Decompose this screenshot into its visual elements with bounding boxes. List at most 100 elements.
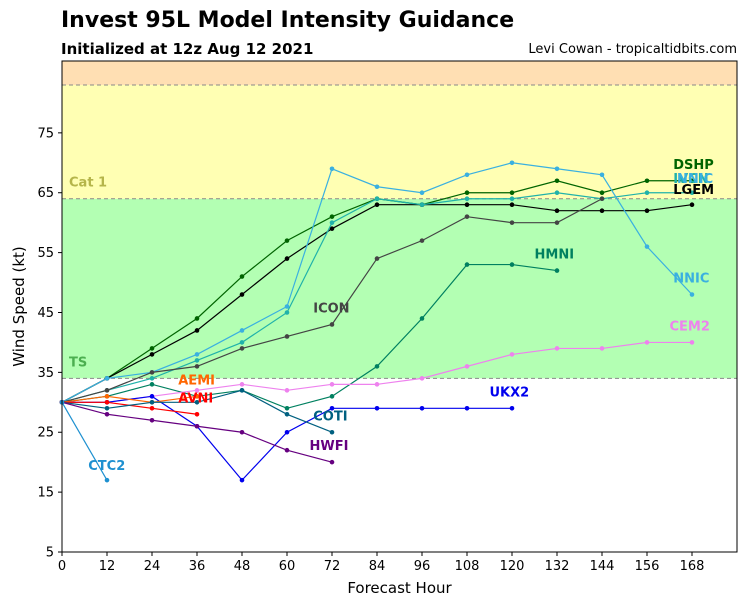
point-ukx2-84 bbox=[374, 405, 380, 411]
point-lgem-120 bbox=[509, 202, 515, 208]
chart-credit: Levi Cowan - tropicaltidbits.com bbox=[528, 42, 737, 57]
point-ivcn-72 bbox=[329, 220, 335, 225]
series-label-dshp: DSHP bbox=[673, 158, 714, 173]
point-lgem-144 bbox=[599, 208, 605, 213]
point-nnic-60 bbox=[284, 304, 290, 309]
y-tick-label-5: 5 bbox=[46, 546, 54, 561]
point-nnic-156 bbox=[644, 244, 650, 249]
x-tick-label-144: 144 bbox=[590, 559, 615, 574]
point-cem2-96 bbox=[419, 376, 425, 381]
point-ivcn-120 bbox=[509, 196, 515, 202]
point-icon-132 bbox=[554, 220, 560, 225]
series-label-ukx2: UKX2 bbox=[490, 385, 530, 400]
point-coti-72 bbox=[329, 429, 335, 435]
point-coti-12 bbox=[104, 405, 110, 411]
band-label-0: TS bbox=[69, 355, 87, 370]
series-group bbox=[59, 160, 695, 483]
point-hwfi-72 bbox=[329, 459, 335, 465]
series-line-hmni bbox=[61, 263, 558, 409]
point-icon-72 bbox=[329, 322, 335, 327]
point-cem2-132 bbox=[554, 346, 560, 351]
x-axis: 0 12 24 36 48 60 72 84 96 108 120 132 144 156 168 bbox=[58, 552, 704, 574]
point-aemi-12 bbox=[104, 394, 110, 399]
x-tick-label-132: 132 bbox=[545, 559, 570, 574]
series-line-hwfi bbox=[61, 401, 333, 463]
point-coti-24 bbox=[149, 400, 155, 405]
point-cem2-168 bbox=[689, 340, 695, 345]
point-icon-12 bbox=[104, 388, 110, 393]
y-tick-label-15: 15 bbox=[37, 486, 54, 501]
point-hwfi-24 bbox=[149, 417, 155, 423]
x-tick-label-48: 48 bbox=[234, 559, 251, 574]
point-nnic-48 bbox=[239, 328, 245, 333]
point-cem2-72 bbox=[329, 382, 335, 387]
point-avni-24 bbox=[149, 405, 155, 411]
point-ukx2-60 bbox=[284, 429, 290, 435]
point-dshp-72 bbox=[329, 214, 335, 219]
point-nnic-96 bbox=[419, 190, 425, 196]
point-hwfi-36 bbox=[194, 423, 200, 429]
chart-title: Invest 95L Model Intensity Guidance bbox=[61, 8, 515, 33]
point-lgem-24 bbox=[149, 352, 155, 357]
point-nnic-36 bbox=[194, 352, 200, 357]
x-axis-label: Forecast Hour bbox=[347, 579, 452, 597]
point-dshp-120 bbox=[509, 190, 515, 196]
point-coti-36 bbox=[194, 400, 200, 405]
point-ivcn-156 bbox=[644, 190, 650, 196]
point-lgem-36 bbox=[194, 328, 200, 333]
point-icon-108 bbox=[464, 214, 470, 219]
y-tick-label-45: 45 bbox=[37, 306, 54, 321]
point-avni-12 bbox=[104, 400, 110, 405]
point-lgem-108 bbox=[464, 202, 470, 208]
point-lgem-84 bbox=[374, 202, 380, 208]
series-label-aemi: AEMI bbox=[178, 373, 215, 388]
point-hmni-72 bbox=[329, 394, 335, 399]
point-ivcn-96 bbox=[419, 202, 425, 208]
series-label-avni: AVNI bbox=[178, 391, 213, 406]
series-labels: DSHPIVCNNNICLGEMHMNINNICICONCEM2AEMIAVNI… bbox=[88, 158, 714, 474]
point-icon-60 bbox=[284, 334, 290, 339]
point-cem2-36 bbox=[194, 388, 200, 393]
point-ukx2-96 bbox=[419, 405, 425, 411]
x-tick-label-120: 120 bbox=[500, 559, 525, 574]
series-label-hwfi: HWFI bbox=[310, 439, 349, 454]
point-lgem-168 bbox=[689, 202, 695, 208]
plot-frame bbox=[61, 60, 738, 553]
point-ivcn-36 bbox=[194, 358, 200, 363]
point-hmni-84 bbox=[374, 364, 380, 369]
point-cem2-144 bbox=[599, 346, 605, 351]
point-icon-84 bbox=[374, 256, 380, 261]
x-tick-label-84: 84 bbox=[369, 559, 386, 574]
point-nnic-84 bbox=[374, 184, 380, 190]
point-dshp-156 bbox=[644, 178, 650, 184]
y-axis: 5 15 25 35 45 55 65 75 bbox=[37, 126, 62, 561]
point-aemi-36 bbox=[194, 394, 200, 399]
point-hwfi-12 bbox=[104, 411, 110, 417]
series-line-ctc2 bbox=[61, 402, 108, 481]
point-hmni-108 bbox=[464, 262, 470, 267]
series-label-lgem: LGEM bbox=[673, 183, 714, 198]
point-icon-36 bbox=[194, 364, 200, 369]
point-cem2-156 bbox=[644, 340, 650, 345]
x-tick-label-72: 72 bbox=[324, 559, 341, 574]
x-tick-label-36: 36 bbox=[189, 559, 206, 574]
point-hmni-60 bbox=[284, 405, 290, 411]
point-hmni-120 bbox=[509, 262, 515, 267]
point-ivcn-108 bbox=[464, 196, 470, 202]
point-ctc2-12 bbox=[104, 477, 110, 483]
y-tick-label-65: 65 bbox=[37, 186, 54, 201]
point-hwfi-48 bbox=[239, 429, 245, 435]
y-tick-label-35: 35 bbox=[37, 366, 54, 381]
series-label-icon: ICON bbox=[313, 301, 349, 316]
point-cem2-108 bbox=[464, 364, 470, 369]
point-nnic-120 bbox=[509, 160, 515, 166]
point-icon-144 bbox=[599, 196, 605, 202]
point-coti-60 bbox=[284, 411, 290, 417]
point-nnic-108 bbox=[464, 172, 470, 178]
threshold-lines bbox=[62, 84, 737, 379]
series-label-ctc2: CTC2 bbox=[88, 459, 125, 474]
point-dshp-24 bbox=[149, 346, 155, 351]
y-axis-label: Wind Speed (kt) bbox=[10, 246, 28, 367]
y-tick-label-75: 75 bbox=[37, 126, 54, 141]
